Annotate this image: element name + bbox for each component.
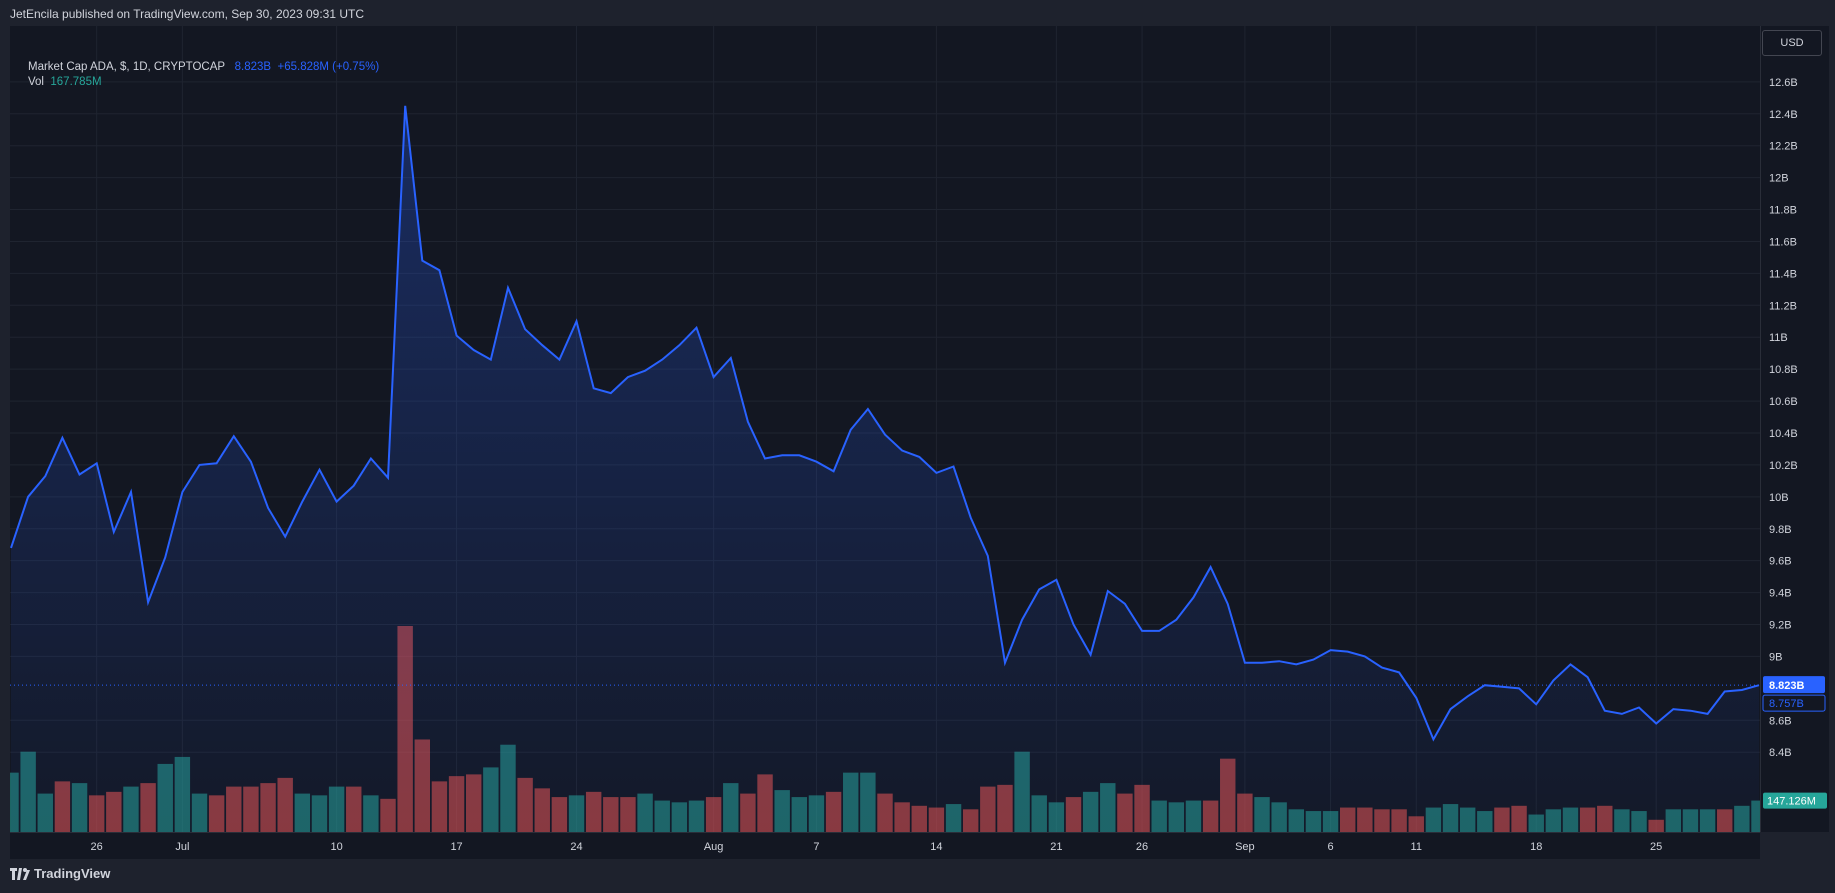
x-tick-label: 21	[1050, 841, 1062, 853]
price-axis[interactable]: 12.6B 12.4B 12.2B 12B 11.8B 11.6B 11.4B 11.2B 11…	[1760, 26, 1829, 832]
y-tick-label: 11.6B	[1769, 236, 1797, 248]
prev-price-badge-text: 8.757B	[1769, 698, 1804, 710]
publish-info: JetEncila published on TradingView.com, …	[10, 7, 364, 21]
price-area-fill	[11, 105, 1759, 832]
y-tick-label: 10.2B	[1769, 460, 1798, 472]
volume-badge-text: 147.126M	[1767, 796, 1816, 808]
y-tick-label: 10.4B	[1769, 428, 1798, 440]
x-tick-label: 25	[1650, 841, 1662, 853]
tradingview-logo-icon	[10, 867, 30, 880]
y-tick-label: 8.6B	[1769, 715, 1792, 727]
volume-badge	[1763, 792, 1827, 809]
y-tick-label: 9.4B	[1769, 588, 1792, 600]
y-tick-label: 11.4B	[1769, 268, 1797, 280]
prev-price-badge	[1762, 694, 1826, 712]
symbol-change: +65.828M (+0.75%)	[277, 61, 380, 73]
y-tick-label: 11.8B	[1769, 205, 1797, 217]
tradingview-brand-text: TradingView	[34, 866, 111, 881]
y-tick-label: 9.2B	[1769, 620, 1792, 632]
legend-volume-row: Vol 167.785M	[28, 76, 379, 88]
chart-area[interactable]: Market Cap ADA, $, 1D, CRYPTOCAP 8.823B …	[10, 26, 1760, 832]
y-tick-label: 12B	[1769, 173, 1789, 185]
price-line	[10, 105, 1760, 742]
vol-label[interactable]: Vol	[28, 76, 44, 88]
last-price-badge	[1763, 676, 1825, 694]
x-tick-label: Sep	[1235, 841, 1255, 853]
y-tick-label: 12.4B	[1769, 109, 1798, 121]
y-tick-label: 9B	[1769, 651, 1782, 663]
y-tick-label: 10.6B	[1769, 396, 1798, 408]
last-price-badge-text: 8.823B	[1769, 680, 1805, 692]
y-tick-label: 8.4B	[1769, 747, 1792, 759]
y-tick-label: 9.8B	[1769, 524, 1792, 536]
chart-legend: Market Cap ADA, $, 1D, CRYPTOCAP 8.823B …	[28, 61, 379, 91]
currency-button[interactable]: USD	[1762, 30, 1822, 56]
vol-value: 167.785M	[50, 76, 102, 88]
x-tick-label: 14	[930, 841, 942, 853]
time-axis[interactable]: 26 Jul 10 17 24 Aug 7 14 21 26 Sep 6 11 18 25	[10, 832, 1760, 859]
y-tick-label: 11.2B	[1769, 300, 1797, 312]
symbol-name[interactable]: Market Cap ADA, $, 1D, CRYPTOCAP	[28, 61, 226, 73]
x-tick-label: Aug	[704, 841, 724, 853]
x-tick-label: 24	[570, 841, 582, 853]
x-tick-label: 6	[1328, 841, 1334, 853]
tradingview-brand[interactable]: TradingView	[10, 866, 110, 881]
y-tick-label: 12.6B	[1769, 77, 1798, 89]
x-tick-label: 26	[91, 841, 103, 853]
price-axis-svg[interactable]: 12.6B 12.4B 12.2B 12B 11.8B 11.6B 11.4B 11.2B 11…	[1761, 26, 1829, 832]
x-tick-label: 10	[330, 841, 342, 853]
y-tick-label: 10B	[1769, 492, 1789, 504]
y-tick-label: 11B	[1769, 332, 1788, 344]
x-tick-label: 7	[813, 841, 819, 853]
x-tick-label: 11	[1411, 841, 1422, 853]
x-tick-label: Jul	[175, 841, 189, 853]
x-tick-label: 18	[1530, 841, 1542, 853]
y-tick-label: 10.8B	[1769, 364, 1798, 376]
x-tick-label: 17	[450, 841, 462, 853]
x-tick-label: 26	[1136, 841, 1148, 853]
symbol-value: 8.823B	[234, 61, 272, 73]
y-tick-label: 9.6B	[1769, 556, 1792, 568]
time-axis-svg[interactable]: 26 Jul 10 17 24 Aug 7 14 21 26 Sep 6 11 18 25	[10, 833, 1760, 859]
y-tick-label: 12.2B	[1769, 141, 1798, 153]
chart-svg[interactable]	[10, 26, 1760, 832]
legend-symbol-row: Market Cap ADA, $, 1D, CRYPTOCAP 8.823B …	[28, 61, 379, 73]
